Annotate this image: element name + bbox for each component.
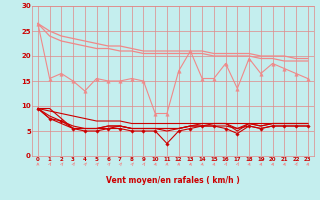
X-axis label: Vent moyen/en rafales ( km/h ): Vent moyen/en rafales ( km/h ) xyxy=(106,176,240,185)
